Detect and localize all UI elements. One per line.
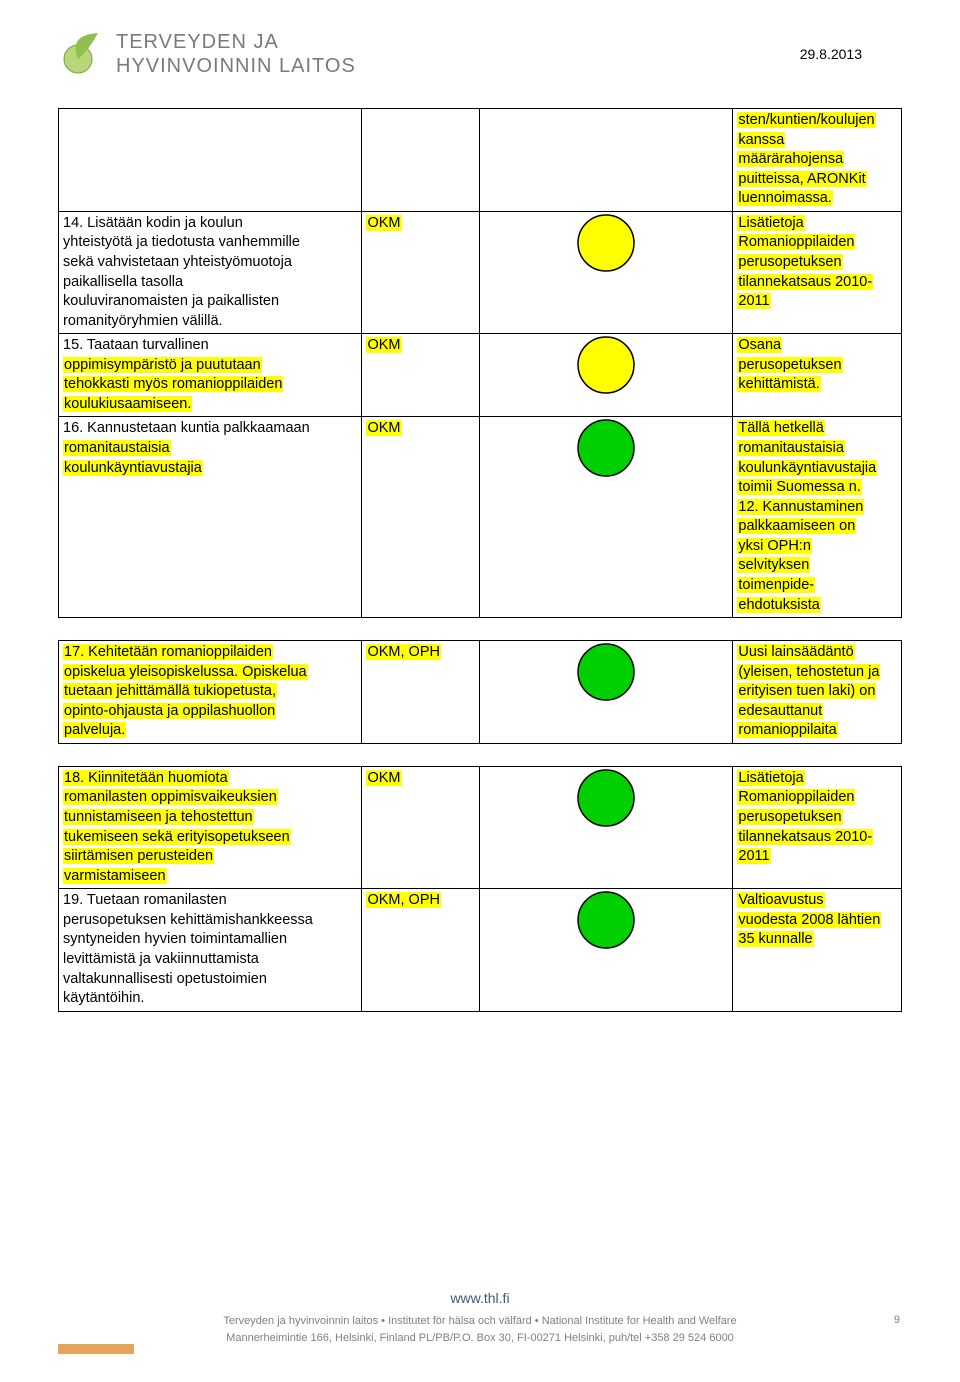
col-status bbox=[480, 889, 733, 1011]
col-action: 18. Kiinnitetään huomiotaromanilasten op… bbox=[59, 766, 362, 888]
table-row: 17. Kehitetään romanioppilaidenopiskelua… bbox=[59, 641, 902, 744]
document-date: 29.8.2013 bbox=[800, 46, 862, 62]
org-name: TERVEYDEN JA HYVINVOINNIN LAITOS bbox=[116, 30, 356, 78]
table-row: 18. Kiinnitetään huomiotaromanilasten op… bbox=[59, 766, 902, 888]
col-action: 14. Lisätään kodin ja koulunyhteistyötä … bbox=[59, 211, 362, 333]
col-status bbox=[480, 417, 733, 618]
org-name-line1: TERVEYDEN JA bbox=[116, 30, 356, 54]
data-table: sten/kuntien/koulujenkanssamäärärahojens… bbox=[58, 108, 902, 618]
col-ministry: OKM bbox=[362, 334, 480, 417]
col-ministry bbox=[362, 109, 480, 212]
org-logo-block: TERVEYDEN JA HYVINVOINNIN LAITOS bbox=[58, 30, 356, 78]
tables-container: sten/kuntien/koulujenkanssamäärärahojens… bbox=[58, 108, 902, 1012]
footer-accent-bar bbox=[58, 1344, 134, 1354]
table-row: sten/kuntien/koulujenkanssamäärärahojens… bbox=[59, 109, 902, 212]
data-table: 17. Kehitetään romanioppilaidenopiskelua… bbox=[58, 640, 902, 744]
table-row: 16. Kannustetaan kuntia palkkaamaanroman… bbox=[59, 417, 902, 618]
col-note: LisätietojaRomanioppilaidenperusopetukse… bbox=[733, 211, 902, 333]
col-action: 19. Tuetaan romanilastenperusopetuksen k… bbox=[59, 889, 362, 1011]
col-action: 15. Taataan turvallinenoppimisympäristö … bbox=[59, 334, 362, 417]
col-ministry: OKM bbox=[362, 211, 480, 333]
col-note: Osanaperusopetuksenkehittämistä. bbox=[733, 334, 902, 417]
page-header: TERVEYDEN JA HYVINVOINNIN LAITOS 29.8.20… bbox=[58, 30, 902, 78]
col-note: Valtioavustusvuodesta 2008 lähtien35 kun… bbox=[733, 889, 902, 1011]
col-action: 17. Kehitetään romanioppilaidenopiskelua… bbox=[59, 641, 362, 744]
data-table: 18. Kiinnitetään huomiotaromanilasten op… bbox=[58, 766, 902, 1012]
col-ministry: OKM bbox=[362, 766, 480, 888]
org-logo-icon bbox=[58, 31, 104, 77]
footer-line1: Terveyden ja hyvinvoinnin laitos • Insti… bbox=[0, 1313, 960, 1330]
footer-line2: Mannerheimintie 166, Helsinki, Finland P… bbox=[0, 1330, 960, 1347]
col-status bbox=[480, 109, 733, 212]
col-status bbox=[480, 334, 733, 417]
col-note: LisätietojaRomanioppilaidenperusopetukse… bbox=[733, 766, 902, 888]
org-name-line2: HYVINVOINNIN LAITOS bbox=[116, 54, 356, 78]
col-status bbox=[480, 641, 733, 744]
table-row: 19. Tuetaan romanilastenperusopetuksen k… bbox=[59, 889, 902, 1011]
col-ministry: OKM, OPH bbox=[362, 641, 480, 744]
col-ministry: OKM bbox=[362, 417, 480, 618]
footer-url: www.thl.fi bbox=[0, 1288, 960, 1309]
col-status bbox=[480, 766, 733, 888]
col-status bbox=[480, 211, 733, 333]
col-action bbox=[59, 109, 362, 212]
col-note: Uusi lainsäädäntö(yleisen, tehostetun ja… bbox=[733, 641, 902, 744]
col-action: 16. Kannustetaan kuntia palkkaamaanroman… bbox=[59, 417, 362, 618]
page-footer: www.thl.fi Terveyden ja hyvinvoinnin lai… bbox=[0, 1288, 960, 1346]
col-ministry: OKM, OPH bbox=[362, 889, 480, 1011]
table-row: 15. Taataan turvallinenoppimisympäristö … bbox=[59, 334, 902, 417]
col-note: sten/kuntien/koulujenkanssamäärärahojens… bbox=[733, 109, 902, 212]
table-row: 14. Lisätään kodin ja koulunyhteistyötä … bbox=[59, 211, 902, 333]
col-note: Tällä hetkelläromanitaustaisiakoulunkäyn… bbox=[733, 417, 902, 618]
